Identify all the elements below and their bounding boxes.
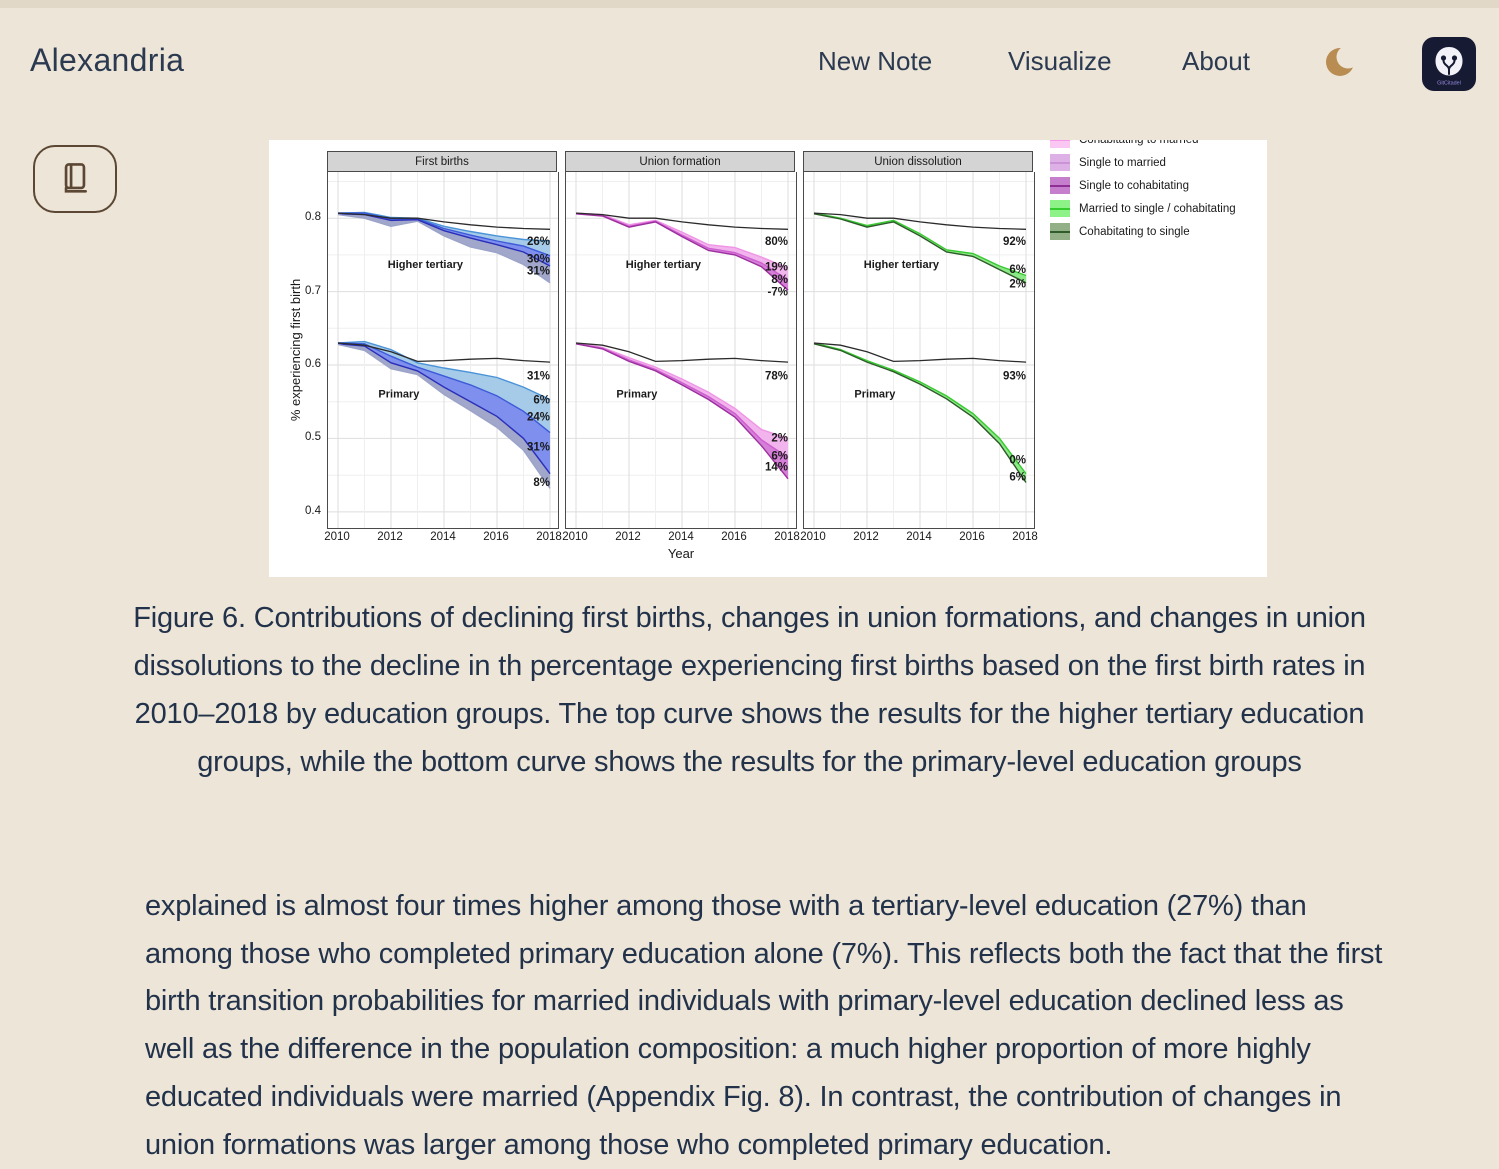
nav-about[interactable]: About	[1182, 46, 1250, 76]
y-axis-tick: 0.6	[305, 358, 321, 370]
figure-caption: Figure 6. Contributions of declining fir…	[133, 602, 1366, 778]
gitcitadel-logo[interactable]: GitCitadel	[1422, 37, 1476, 91]
panel-title: Union dissolution	[803, 151, 1033, 172]
app-brand: Alexandria	[30, 42, 185, 78]
legend-item: Cohabitating to single	[1050, 220, 1236, 243]
svg-text:78%: 78%	[765, 370, 788, 382]
svg-text:8%: 8%	[771, 274, 788, 286]
gitcitadel-logo-icon: GitCitadel	[1422, 47, 1476, 91]
svg-text:80%: 80%	[765, 236, 788, 248]
x-axis-tick: 2016	[483, 531, 509, 543]
x-axis-tick: 2012	[615, 531, 641, 543]
body-paragraph: explained is almost four times higher am…	[145, 890, 1383, 1161]
x-axis-tick: 2010	[800, 531, 826, 543]
svg-text:Primary: Primary	[378, 388, 420, 400]
panel-title: Union formation	[565, 151, 795, 172]
x-axis-tick: 2010	[324, 531, 350, 543]
svg-text:Higher tertiary: Higher tertiary	[388, 259, 464, 271]
svg-text:92%: 92%	[1003, 236, 1026, 248]
legend-item: Married to single / cohabitating	[1050, 197, 1236, 220]
y-axis-label: % experiencing first birth	[288, 278, 303, 422]
svg-text:6%: 6%	[1009, 472, 1026, 484]
svg-text:2%: 2%	[771, 433, 788, 445]
panel-plot: Higher tertiary 92% 6% 2% Primary 93% 0% 6%	[803, 172, 1035, 529]
x-axis-tick: 2012	[853, 531, 879, 543]
svg-text:14%: 14%	[765, 461, 788, 473]
svg-text:GitCitadel: GitCitadel	[1437, 81, 1461, 87]
svg-text:6%: 6%	[533, 395, 550, 407]
legend-label: Single to married	[1079, 156, 1166, 169]
x-axis-tick: 2010	[562, 531, 588, 543]
legend-item: Cohabitating to married	[1050, 140, 1236, 151]
x-axis-tick: 2016	[959, 531, 985, 543]
svg-text:Primary: Primary	[854, 388, 896, 400]
svg-text:2%: 2%	[1009, 279, 1026, 291]
legend-label: Married to single / cohabitating	[1079, 202, 1236, 215]
svg-text:19%: 19%	[765, 262, 788, 274]
svg-text:Higher tertiary: Higher tertiary	[626, 259, 702, 271]
panel-plot: Higher tertiary 80% 19%8%-7% Primary 78% 2% 6%…	[565, 172, 797, 529]
x-axis-tick: 2018	[1012, 531, 1038, 543]
legend-item: Single to cohabitating	[1050, 174, 1236, 197]
legend-label: Single to cohabitating	[1079, 179, 1189, 192]
svg-text:-7%: -7%	[768, 287, 788, 299]
legend-swatch	[1050, 154, 1070, 171]
svg-text:6%: 6%	[771, 450, 788, 462]
y-axis-tick: 0.5	[305, 431, 321, 444]
theme-toggle-button[interactable]	[1322, 44, 1360, 83]
book-icon	[41, 160, 109, 198]
svg-text:8%: 8%	[533, 477, 550, 489]
nav-new-note[interactable]: New Note	[818, 46, 933, 76]
svg-text:31%: 31%	[527, 370, 550, 382]
x-axis-tick: 2012	[377, 531, 403, 543]
y-axis-tick: 0.8	[305, 211, 321, 224]
legend-swatch	[1050, 223, 1070, 240]
svg-text:30%: 30%	[527, 254, 550, 266]
svg-text:6%: 6%	[1009, 264, 1026, 276]
chart-legend: Cohabitating to married Single to marrie…	[1050, 140, 1236, 243]
x-axis-tick: 2018	[536, 531, 562, 543]
svg-text:24%: 24%	[527, 411, 550, 423]
x-axis-tick: 2016	[721, 531, 747, 543]
y-axis-tick: 0.4	[305, 504, 321, 517]
svg-text:26%: 26%	[527, 236, 550, 248]
y-axis-tick: 0.7	[305, 284, 321, 297]
x-axis-tick: 2018	[774, 531, 800, 543]
legend-label: Cohabitating to married	[1079, 140, 1199, 146]
panel-title: First births	[327, 151, 557, 172]
svg-text:Primary: Primary	[616, 388, 658, 400]
window-top-strip	[0, 0, 1499, 8]
x-axis-tick: 2014	[668, 531, 694, 543]
moon-icon	[1322, 45, 1360, 83]
x-axis-tick: 2014	[906, 531, 932, 543]
legend-swatch	[1050, 177, 1070, 194]
svg-text:93%: 93%	[1003, 370, 1026, 382]
x-axis-label: Year	[667, 546, 695, 561]
svg-text:31%: 31%	[527, 442, 550, 454]
svg-text:0%: 0%	[1009, 455, 1026, 467]
figure-6-chart: % experiencing first birth 0.8 0.7 0.6 0.5 0.…	[269, 140, 1267, 577]
nav-visualize[interactable]: Visualize	[1008, 46, 1112, 76]
reader-mode-button[interactable]	[33, 145, 117, 213]
legend-item: Single to married	[1050, 151, 1236, 174]
panel-plot: Higher tertiary26%30%31%Primary31%6%24%3…	[327, 172, 559, 529]
svg-text:31%: 31%	[527, 265, 550, 277]
legend-swatch	[1050, 200, 1070, 217]
svg-text:Higher tertiary: Higher tertiary	[864, 259, 940, 271]
x-axis-tick: 2014	[430, 531, 456, 543]
legend-swatch	[1050, 140, 1070, 148]
legend-label: Cohabitating to single	[1079, 225, 1190, 238]
